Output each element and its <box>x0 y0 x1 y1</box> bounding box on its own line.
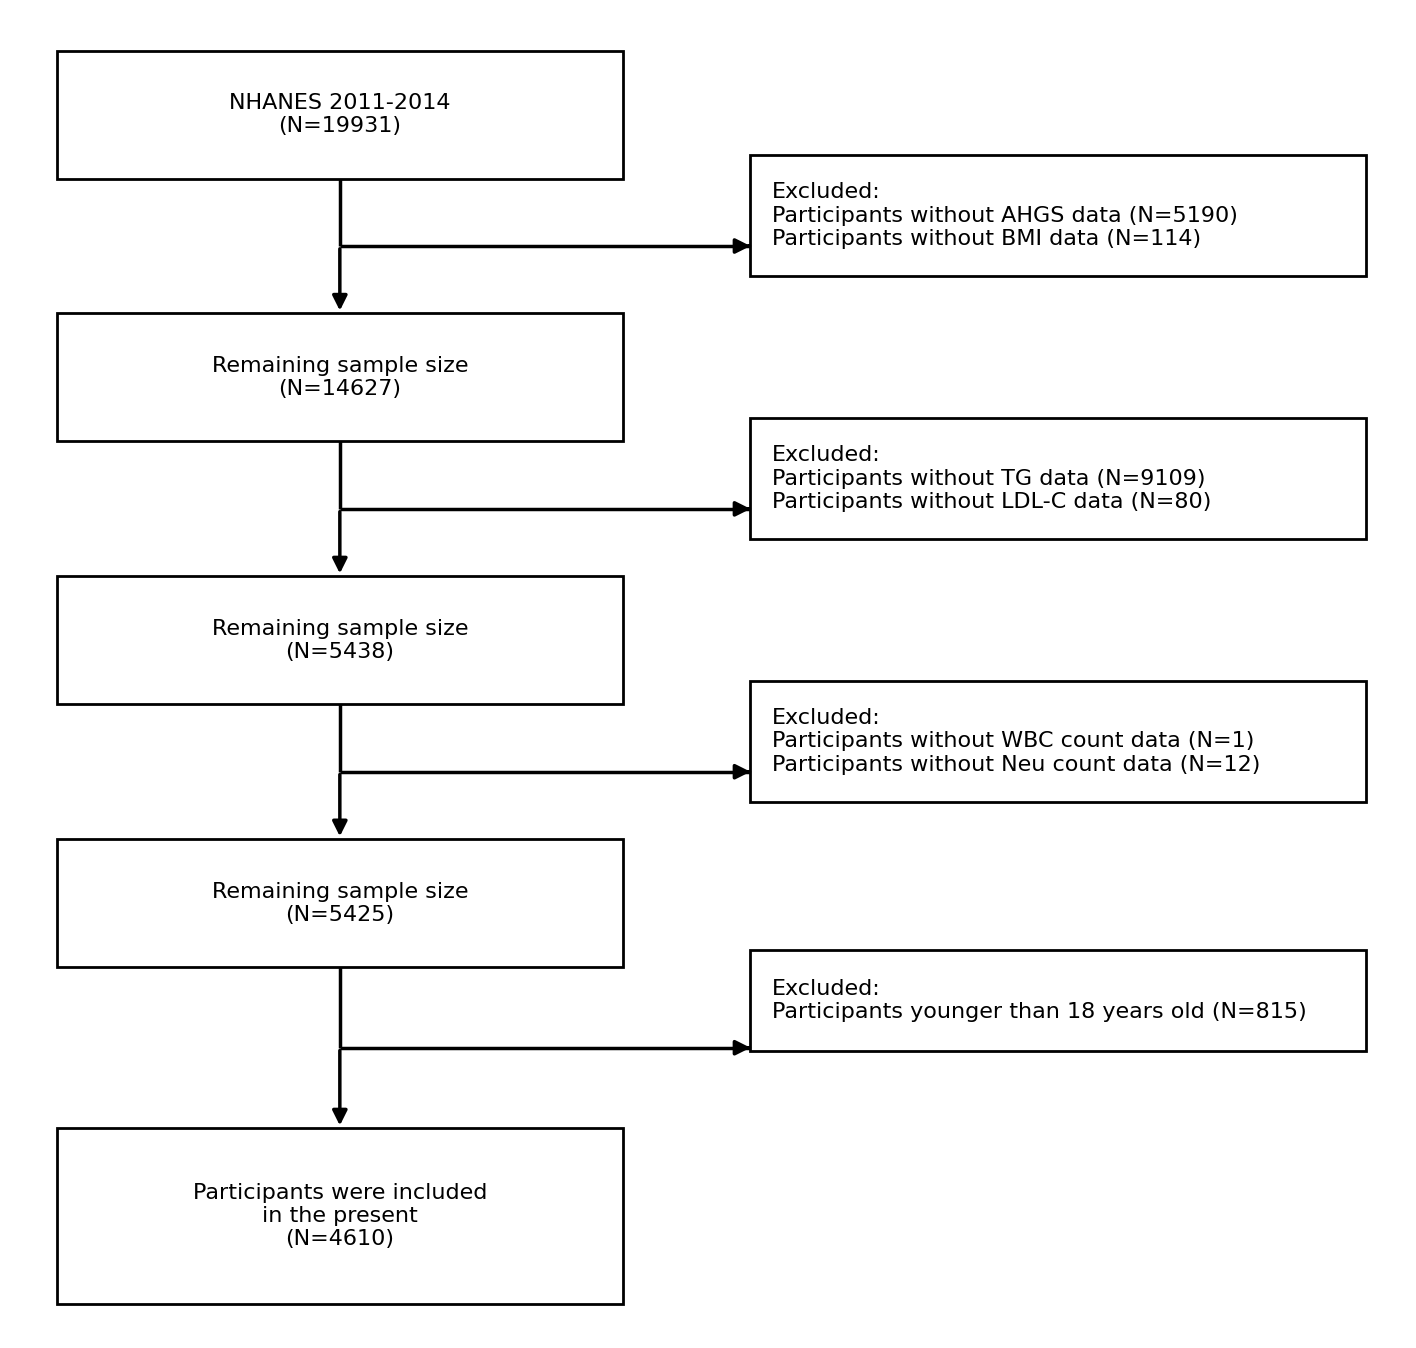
Text: Excluded:
Participants without TG data (N=9109)
Participants without LDL-C data : Excluded: Participants without TG data (… <box>772 445 1211 512</box>
Text: Excluded:
Participants younger than 18 years old (N=815): Excluded: Participants younger than 18 y… <box>772 979 1307 1022</box>
FancyBboxPatch shape <box>57 314 623 442</box>
FancyBboxPatch shape <box>57 1128 623 1304</box>
FancyBboxPatch shape <box>57 577 623 704</box>
Text: Remaining sample size
(N=5438): Remaining sample size (N=5438) <box>211 619 469 662</box>
Text: NHANES 2011-2014
(N=19931): NHANES 2011-2014 (N=19931) <box>229 93 450 136</box>
FancyBboxPatch shape <box>750 418 1366 539</box>
FancyBboxPatch shape <box>750 681 1366 802</box>
Text: Remaining sample size
(N=5425): Remaining sample size (N=5425) <box>211 882 469 925</box>
FancyBboxPatch shape <box>750 155 1366 276</box>
Text: Participants were included
in the present
(N=4610): Participants were included in the presen… <box>193 1182 487 1250</box>
FancyBboxPatch shape <box>57 838 623 968</box>
Text: Excluded:
Participants without WBC count data (N=1)
Participants without Neu cou: Excluded: Participants without WBC count… <box>772 708 1260 775</box>
Text: Excluded:
Participants without AHGS data (N=5190)
Participants without BMI data : Excluded: Participants without AHGS data… <box>772 182 1238 249</box>
FancyBboxPatch shape <box>750 949 1366 1051</box>
FancyBboxPatch shape <box>57 50 623 178</box>
Text: Remaining sample size
(N=14627): Remaining sample size (N=14627) <box>211 356 469 399</box>
